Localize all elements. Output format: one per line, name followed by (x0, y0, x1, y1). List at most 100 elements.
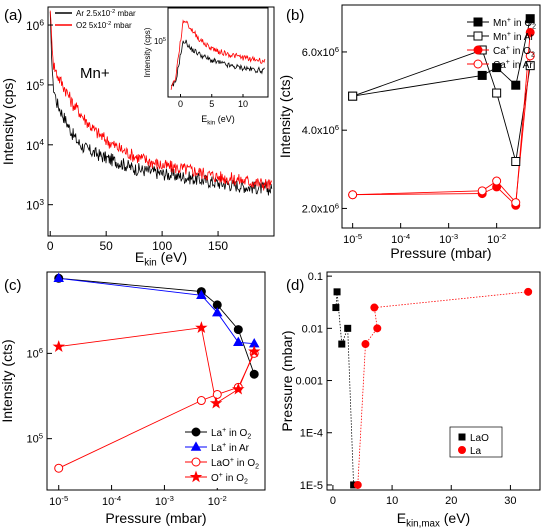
y-axis-label: Intensity (cts) (0, 339, 15, 422)
plot-frame (326, 271, 541, 491)
x-tick-label: 150 (208, 239, 228, 253)
legend-label: La+ in O2 (211, 427, 251, 440)
data-point (511, 156, 521, 166)
y-tick-label: 105 (26, 77, 44, 93)
data-point (511, 198, 521, 208)
data-point (370, 303, 379, 312)
inset-x-tick-label: 0 (178, 99, 183, 109)
inset-series-line (170, 19, 266, 90)
data-point (525, 14, 535, 24)
legend-marker (458, 446, 466, 454)
y-tick-label: 106 (26, 346, 43, 360)
legend-label: La+ in Ar (211, 442, 250, 454)
x-tick-label: 10-4 (391, 232, 411, 246)
x-tick-label: 0 (330, 495, 336, 507)
legend-marker (191, 457, 201, 467)
x-tick-label: 10-3 (439, 232, 458, 246)
legend-label: Mn+ in O2 (493, 17, 536, 30)
legend-label: O2 5x10-2 mbar (76, 21, 132, 30)
data-point (249, 369, 259, 379)
legend-label: Ca+ in O2 (493, 45, 535, 58)
x-axis-label: Ekin (eV) (135, 249, 187, 269)
inset-x-axis-label: Ekin (eV) (201, 114, 235, 126)
data-point (195, 321, 208, 334)
data-point (477, 186, 487, 196)
series-line (58, 277, 255, 375)
legend-label: LaO (470, 433, 489, 444)
x-tick-label: 0 (47, 239, 54, 253)
series-line (352, 18, 531, 97)
series-line (357, 291, 529, 485)
data-point (361, 340, 370, 349)
panel-c: 10-5 10-4 10-3 10-2 105 106 Pressure (mbar) Int… (0, 271, 266, 526)
legend-label: O+ in O2 (211, 472, 248, 485)
data-point (353, 480, 362, 489)
x-tick-label: 50 (99, 239, 113, 253)
data-point (477, 70, 487, 80)
data-point (348, 190, 358, 200)
inset-x-tick-label: 10 (238, 99, 248, 109)
y-tick-label: 0.01 (302, 323, 323, 335)
legend-label: La (470, 446, 482, 457)
legend-marker (473, 31, 483, 41)
data-point (232, 382, 245, 395)
data-point (344, 324, 352, 332)
y-tick-label: 1E-4 (300, 428, 323, 440)
inset-series-line (170, 39, 265, 87)
data-point (248, 345, 261, 357)
legend-label: LaO+ in O2 (211, 457, 259, 470)
x-tick-label: 10-5 (343, 232, 362, 246)
data-point (373, 324, 382, 333)
y-tick-label: 103 (26, 197, 44, 213)
plot-frame (341, 4, 541, 229)
panel-d: 0 10 20 30 1E-5 1E-4 0.001 0.01 0.1 Ekin,max (eV)… (279, 271, 541, 528)
y-tick-label: 4.0x106 (302, 123, 339, 137)
inset-x-tick-label: 5 (209, 99, 214, 109)
x-tick-label: 10 (386, 495, 398, 507)
data-point (492, 63, 502, 73)
y-tick-label: 0.001 (295, 376, 323, 388)
data-point (212, 389, 222, 399)
data-point (332, 304, 340, 312)
y-tick-label: 6.0x106 (302, 45, 339, 59)
legend-marker (473, 17, 483, 27)
y-tick-label: 1E-5 (300, 480, 323, 492)
x-tick-label: 10-2 (208, 494, 227, 508)
panel-label: (a) (4, 7, 22, 24)
annotation-ion: Mn+ (80, 65, 110, 82)
legend-marker (189, 470, 203, 483)
data-point (525, 61, 535, 71)
legend-label: Ar 2.5x10-2 mbar (76, 9, 136, 18)
x-axis-label: Pressure (mbar) (390, 245, 491, 261)
y-axis-label: Intensity (cts) (277, 75, 293, 158)
data-point (53, 272, 64, 282)
data-point (233, 336, 244, 346)
data-point (212, 307, 223, 317)
x-tick-label: 10-4 (102, 494, 122, 508)
x-tick-label: 10-3 (155, 494, 174, 508)
data-point (52, 340, 65, 352)
x-tick-label: 100 (152, 239, 172, 253)
data-point (525, 51, 535, 61)
data-point (338, 340, 346, 348)
x-tick-label: 30 (504, 495, 516, 507)
inset-y-axis-label: Intensity (cps) (143, 27, 152, 77)
data-point (333, 288, 341, 296)
data-point (209, 396, 223, 409)
x-tick-label: 10-5 (49, 494, 68, 508)
legend-marker (191, 427, 201, 437)
y-axis-label: Intensity (cps) (0, 78, 16, 165)
inset-y-tick-label: 105 (154, 37, 166, 46)
y-axis-label: Pressure (mbar) (279, 330, 295, 431)
x-tick-label: 20 (445, 495, 457, 507)
data-point (525, 27, 535, 37)
data-point (196, 396, 206, 406)
data-point (511, 80, 521, 90)
plot-frame (46, 271, 266, 491)
panel-label: (b) (286, 7, 304, 24)
legend-label: Ca+ in Ar (493, 59, 533, 71)
legend-label: Mn+ in Ar (493, 31, 534, 43)
data-point (54, 463, 64, 473)
